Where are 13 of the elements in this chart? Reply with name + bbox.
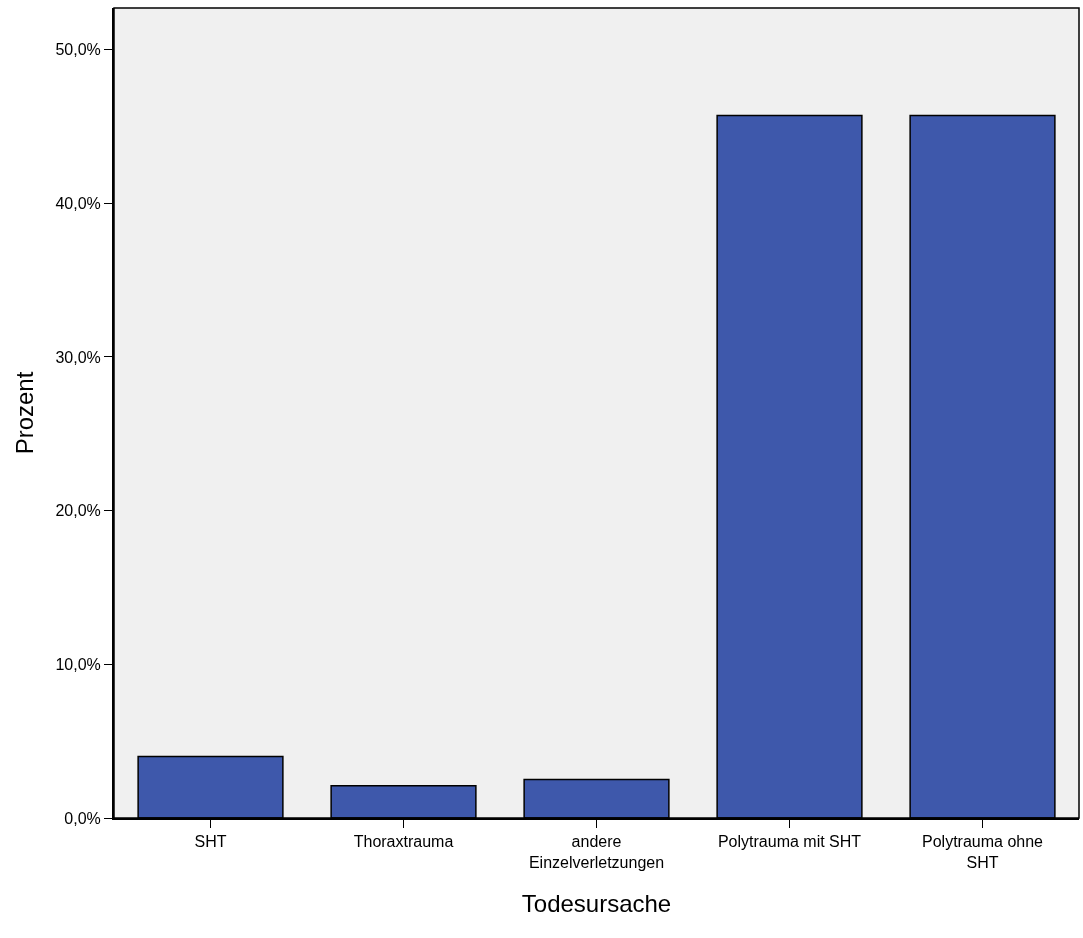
- y-tick-label: 40,0%: [55, 194, 101, 212]
- y-tick-label: 50,0%: [55, 41, 101, 59]
- x-tick-label: Polytrauma mit SHT: [717, 833, 862, 851]
- x-axis-title: Todesursache: [521, 889, 672, 917]
- x-tick-label: Thoraxtrauma: [353, 833, 454, 851]
- y-tick-label: 0,0%: [64, 809, 101, 827]
- x-tick-label: Polytrauma ohne SHT: [922, 833, 1044, 871]
- x-tick-label: SHT: [194, 833, 227, 851]
- x-tick-label: andere Einzelverletzungen: [528, 833, 665, 871]
- y-tick-label: 30,0%: [55, 348, 101, 366]
- y-axis-title: Prozent: [11, 371, 39, 455]
- y-tick-label: 20,0%: [55, 502, 101, 520]
- y-tick-label: 10,0%: [55, 655, 101, 673]
